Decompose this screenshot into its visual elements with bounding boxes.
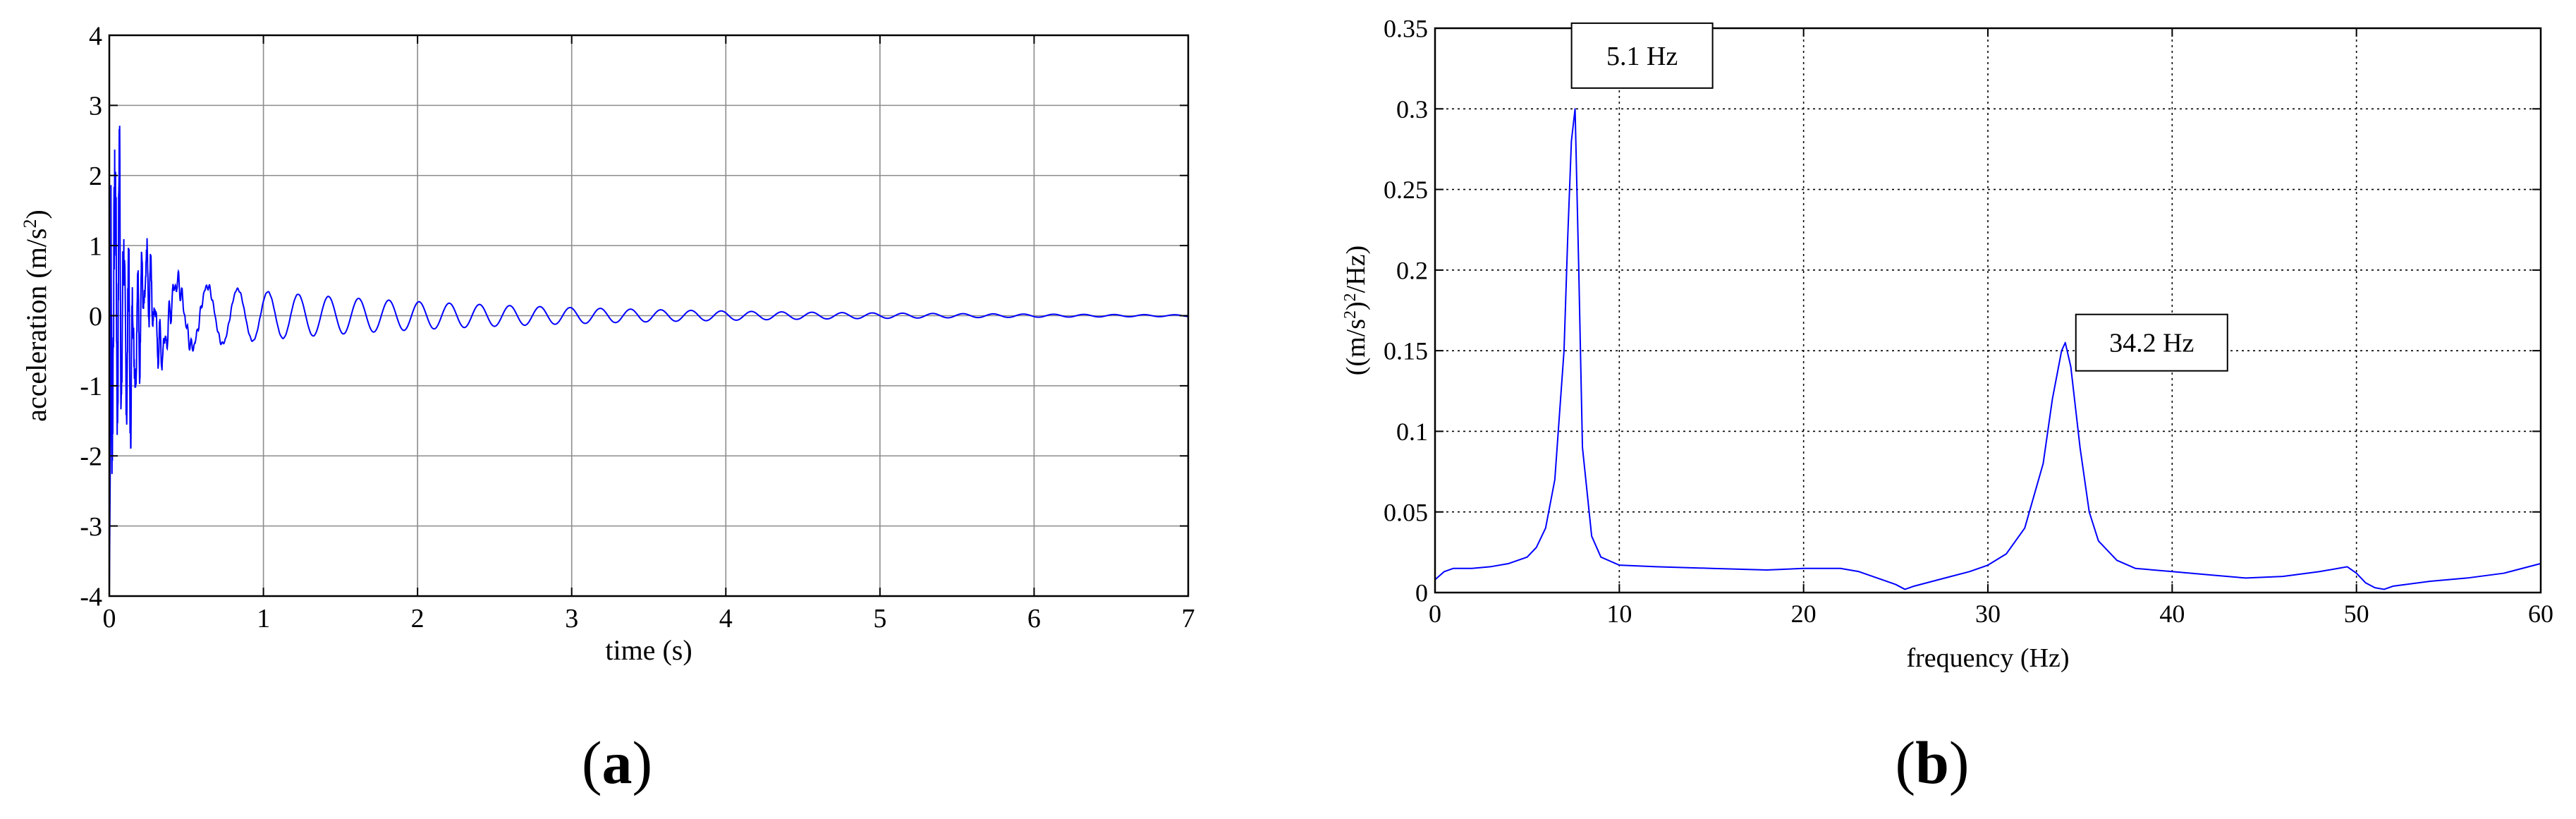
chart-b-y-tick-label: 0.15 xyxy=(1384,337,1428,365)
chart-a-y-tick-label: 4 xyxy=(89,21,102,51)
chart-b-x-tick-label: 10 xyxy=(1606,600,1632,628)
chart-b-annotations: 5.1 Hz 34.2 Hz xyxy=(1570,22,2228,372)
panel-label-a-close: ) xyxy=(633,729,653,796)
chart-a-y-tick-label: -4 xyxy=(80,582,102,612)
chart-b-annotation-label: 5.1 Hz xyxy=(1606,42,1678,71)
chart-a-x-axis-label: time (s) xyxy=(605,634,692,666)
chart-b-x-tick-label: 20 xyxy=(1791,600,1817,628)
chart-b-y-tick-label: 0.3 xyxy=(1396,95,1428,123)
chart-a-x-tick-label: 0 xyxy=(103,604,116,633)
chart-a-x-tick-label: 4 xyxy=(719,604,733,633)
chart-a-y-tick-label: 2 xyxy=(89,162,102,191)
chart-a-y-axis-label: acceleration (m/s2) xyxy=(20,210,53,422)
chart-b-y-tick-label: 0.05 xyxy=(1384,498,1428,526)
chart-b-x-tick-label: 50 xyxy=(2344,600,2369,628)
chart-a-x-tick-label: 5 xyxy=(873,604,886,633)
chart-a-y-axis-label-end: ) xyxy=(20,210,52,219)
chart-b-x-tick-label: 30 xyxy=(1975,600,2001,628)
chart-a-x-tick-label: 1 xyxy=(257,604,270,633)
chart-a-x-tick-label: 2 xyxy=(411,604,425,633)
chart-a-grid xyxy=(109,35,1188,596)
chart-b-grid xyxy=(1435,28,2541,593)
chart-a-series-line xyxy=(109,126,1189,597)
chart-a-x-tick-label: 6 xyxy=(1027,604,1041,633)
chart-b-y-tick-label: 0.25 xyxy=(1384,176,1428,204)
chart-panel-b: 0 10 20 30 40 50 6000.050.10.150.20.250.30.35 … xyxy=(1341,15,2553,673)
panel-label-a: (a) xyxy=(582,729,652,796)
chart-b-series xyxy=(1434,108,2541,590)
chart-a-y-axis-label-sup: 2 xyxy=(20,219,40,229)
chart-b-y-axis-label-mid: ) xyxy=(1341,301,1371,310)
chart-b-series-line xyxy=(1434,108,2541,590)
chart-a-x-tick-label: 3 xyxy=(565,604,578,633)
chart-b-y-axis-label-end: /Hz) xyxy=(1341,245,1371,293)
panel-label-a-open: ( xyxy=(582,729,602,796)
chart-a-ticks: 0 1 2 3 4 5 6 7 -4 -3 -2 -1 0 1 2 3 4 xyxy=(80,21,1195,633)
chart-a-series xyxy=(109,126,1189,597)
chart-b-y-tick-label: 0 xyxy=(1415,579,1428,607)
panel-label-b-text: b xyxy=(1915,729,1949,796)
chart-b-x-tick-label: 0 xyxy=(1429,600,1441,628)
chart-a-y-tick-label: 3 xyxy=(89,92,102,121)
panel-label-a-text: a xyxy=(602,729,633,796)
chart-a-y-axis-label-main: acceleration (m/s xyxy=(20,229,52,422)
chart-b-y-tick-label: 0.1 xyxy=(1396,418,1428,446)
chart-b-y-tick-label: 0.35 xyxy=(1384,15,1428,43)
chart-b-annotation-box xyxy=(2075,313,2228,372)
chart-b-y-axis-label-sup2: 2 xyxy=(1341,293,1360,301)
panel-label-b-close: ) xyxy=(1949,729,1970,796)
chart-b-annotation-box xyxy=(1570,22,1714,89)
chart-b-x-tick-label: 60 xyxy=(2528,600,2553,628)
panel-label-b: (b) xyxy=(1895,729,1969,796)
chart-a-y-tick-label: 0 xyxy=(89,302,102,332)
chart-b-y-axis-label-sup1: 2 xyxy=(1341,310,1360,319)
chart-b-x-tick-label: 40 xyxy=(2159,600,2185,628)
chart-b-ticks: 0 10 20 30 40 50 60 0 0.05 0.1 0.15 0.2 0.25 0.3 0.35 xyxy=(1384,15,2553,628)
chart-a-y-tick-label: 1 xyxy=(89,231,102,261)
chart-b-annotation-label: 34.2 Hz xyxy=(2109,329,2194,358)
chart-b-y-tick-label: 0.2 xyxy=(1396,256,1428,284)
chart-a-y-tick-label: -3 xyxy=(80,512,102,542)
chart-b-x-axis-label: frequency (Hz) xyxy=(1906,643,2069,673)
chart-a-x-tick-label: 7 xyxy=(1182,604,1195,633)
chart-a-y-tick-label: -2 xyxy=(80,442,102,472)
chart-panel-a: 0 1 2 3 4 5 6 7 -4 -3 -2 -1 0 1 2 3 4 time (s) accelerat… xyxy=(20,21,1195,666)
chart-b-y-axis-label-main: ((m/s xyxy=(1341,319,1371,375)
chart-b-y-axis-label: ((m/s2)2/Hz) xyxy=(1341,245,1371,375)
chart-a-y-tick-label: -1 xyxy=(80,372,102,401)
panel-label-b-open: ( xyxy=(1895,729,1915,796)
